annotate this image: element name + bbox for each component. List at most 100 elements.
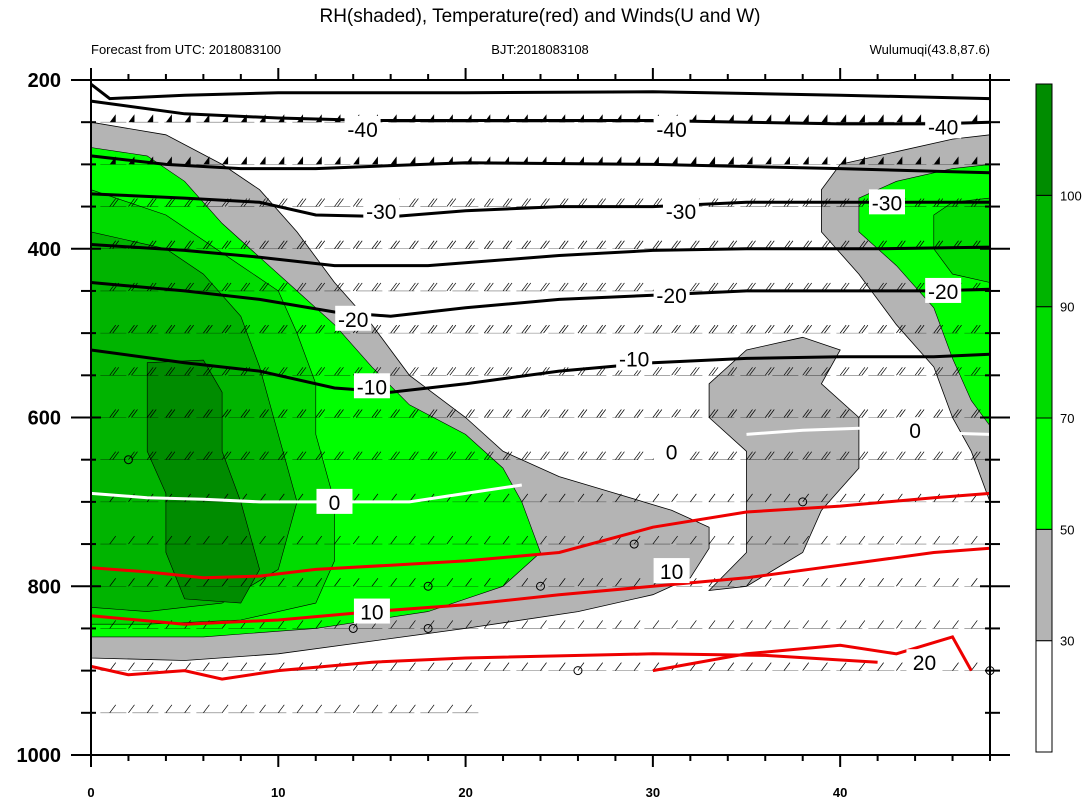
wind-barb [746, 578, 753, 587]
wind-barb [502, 198, 510, 207]
wind-barb [427, 409, 435, 418]
wind-barb [109, 409, 117, 418]
wind-barb [655, 409, 663, 418]
wind-barb [243, 324, 251, 334]
wind-barb [128, 662, 135, 671]
wind-barb [674, 367, 681, 376]
wind-barb [655, 240, 663, 249]
wind-barb [521, 367, 529, 376]
wind-barb [374, 324, 382, 334]
calm-circle [423, 581, 433, 591]
wind-barb [580, 451, 588, 460]
wind-barb [618, 282, 625, 292]
wind-barb [615, 240, 622, 249]
wind-barb-flag [765, 114, 772, 123]
wind-barb [409, 367, 416, 376]
wind-barb [861, 324, 869, 334]
wind-barb [112, 198, 120, 207]
wind-barb [580, 324, 588, 334]
wind-barb [730, 240, 738, 249]
wind-barb [484, 324, 491, 334]
wind-barb [427, 282, 435, 292]
wind-barb [221, 662, 229, 671]
wind-barb [505, 409, 513, 418]
wind-barb-flag [147, 114, 154, 123]
temp-contour-black [90, 281, 991, 318]
wind-barb [505, 198, 513, 207]
wind-barb [352, 451, 360, 460]
wind-barb [802, 535, 809, 545]
wind-barb [278, 620, 285, 629]
wind-barb [168, 451, 176, 460]
wind-barb [502, 451, 510, 460]
chart-title-group: RH(shaded), Temperature(red) and Winds(U… [91, 6, 990, 57]
calm-circle [798, 497, 808, 507]
wind-barb [259, 240, 266, 249]
wind-barb [914, 324, 922, 334]
wind-barb [374, 282, 382, 292]
wind-barb [109, 704, 117, 714]
wind-barb [877, 409, 884, 418]
wind-barb-flag [709, 156, 716, 165]
contour-label-box [653, 438, 690, 464]
rh-region-100-left [146, 359, 260, 604]
wind-barb-flag [128, 114, 135, 123]
wind-barb [690, 620, 697, 629]
wind-barb [727, 282, 735, 292]
wind-barb [393, 240, 400, 249]
wind-barb [505, 240, 513, 249]
wind-barb [371, 704, 379, 714]
wind-barb [296, 324, 304, 334]
wind-barb [540, 535, 547, 545]
wind-barb [371, 324, 379, 334]
wind-barb [468, 367, 475, 376]
wind-barb [371, 451, 379, 460]
wind-barb [674, 324, 681, 334]
wind-barb [727, 451, 735, 460]
wind-barb-flag [371, 156, 378, 165]
wind-barb [521, 409, 529, 418]
wind-barb [502, 578, 510, 587]
wind-barb [914, 451, 922, 460]
wind-barb-flag [315, 156, 322, 165]
wind-barb [484, 493, 491, 503]
wind-barb-flag [165, 114, 172, 123]
wind-barb [374, 451, 382, 460]
wind-barb [409, 240, 416, 249]
wind-barb [543, 282, 550, 292]
wind-barb [427, 578, 435, 587]
contour-label-box [353, 598, 390, 624]
wind-barb [502, 535, 510, 545]
wind-barb [970, 324, 978, 334]
contour-label-box [616, 345, 653, 371]
wind-barb [764, 409, 772, 418]
wind-barb [618, 324, 625, 334]
wind-barb-flag [222, 156, 229, 165]
wind-barb [896, 620, 903, 629]
wind-barb [596, 662, 603, 671]
wind-barb [465, 409, 472, 418]
wind-barb [540, 409, 547, 418]
wind-barb [299, 240, 307, 249]
wind-barb [767, 409, 775, 418]
wind-barb [952, 535, 959, 545]
wind-barb [371, 662, 379, 671]
wind-barb [615, 620, 622, 629]
wind-barb [109, 578, 117, 587]
wind-barb [764, 578, 772, 587]
wind-barb [502, 240, 510, 249]
wind-barb [371, 535, 379, 545]
wind-barb [561, 240, 569, 249]
wind-barb [880, 324, 887, 334]
wind-barb [240, 535, 248, 545]
wind-barb [615, 451, 622, 460]
wind-barb [652, 240, 660, 249]
wind-barb-flag [278, 156, 285, 165]
wind-barb [952, 367, 959, 376]
wind-barb [933, 324, 941, 334]
wind-barb [521, 578, 529, 587]
wind-barb [615, 662, 622, 671]
wind-barb [502, 367, 510, 376]
wind-barb-flag [109, 114, 116, 123]
colorbar: 30 50 70 90 100 [1035, 83, 1082, 753]
